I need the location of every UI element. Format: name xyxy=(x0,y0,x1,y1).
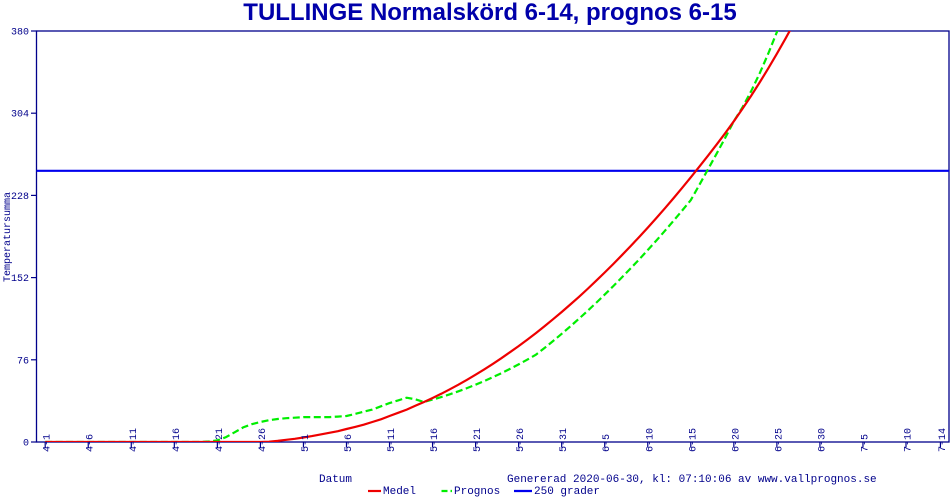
svg-text:Temperatursumma: Temperatursumma xyxy=(3,192,14,282)
svg-text:7-14: 7-14 xyxy=(938,428,949,452)
svg-text:Datum: Datum xyxy=(319,474,352,486)
svg-text:6-10: 6-10 xyxy=(645,428,656,452)
svg-text:5-1: 5-1 xyxy=(301,434,312,452)
svg-text:5-21: 5-21 xyxy=(473,428,484,452)
svg-text:4-26: 4-26 xyxy=(258,428,269,452)
svg-text:5-11: 5-11 xyxy=(387,428,398,452)
svg-text:6-30: 6-30 xyxy=(817,428,828,452)
svg-text:TULLINGE Normalskörd 6-14, pro: TULLINGE Normalskörd 6-14, prognos 6-15 xyxy=(243,0,736,26)
svg-text:Genererad 2020-06-30, kl: 07:1: Genererad 2020-06-30, kl: 07:10:06 av ww… xyxy=(507,474,877,486)
svg-text:4-21: 4-21 xyxy=(215,428,226,452)
svg-text:6-20: 6-20 xyxy=(731,428,742,452)
svg-text:6-25: 6-25 xyxy=(774,428,785,452)
svg-text:5-31: 5-31 xyxy=(559,428,570,452)
svg-text:4-16: 4-16 xyxy=(172,428,183,452)
svg-text:5-6: 5-6 xyxy=(344,434,355,452)
svg-text:76: 76 xyxy=(17,356,29,367)
svg-text:6-15: 6-15 xyxy=(688,428,699,452)
svg-text:0: 0 xyxy=(23,439,29,450)
svg-text:7-5: 7-5 xyxy=(860,434,871,452)
svg-text:7-10: 7-10 xyxy=(904,428,915,452)
svg-text:Prognos: Prognos xyxy=(454,486,500,498)
svg-text:6-5: 6-5 xyxy=(602,434,613,452)
svg-text:4-6: 4-6 xyxy=(86,434,97,452)
svg-text:250 grader: 250 grader xyxy=(534,486,600,498)
svg-text:5-16: 5-16 xyxy=(430,428,441,452)
svg-text:Medel: Medel xyxy=(383,486,416,498)
svg-text:304: 304 xyxy=(11,110,29,121)
svg-text:4-1: 4-1 xyxy=(43,434,54,452)
svg-text:380: 380 xyxy=(11,28,29,39)
svg-text:5-26: 5-26 xyxy=(516,428,527,452)
svg-text:4-11: 4-11 xyxy=(129,428,140,452)
